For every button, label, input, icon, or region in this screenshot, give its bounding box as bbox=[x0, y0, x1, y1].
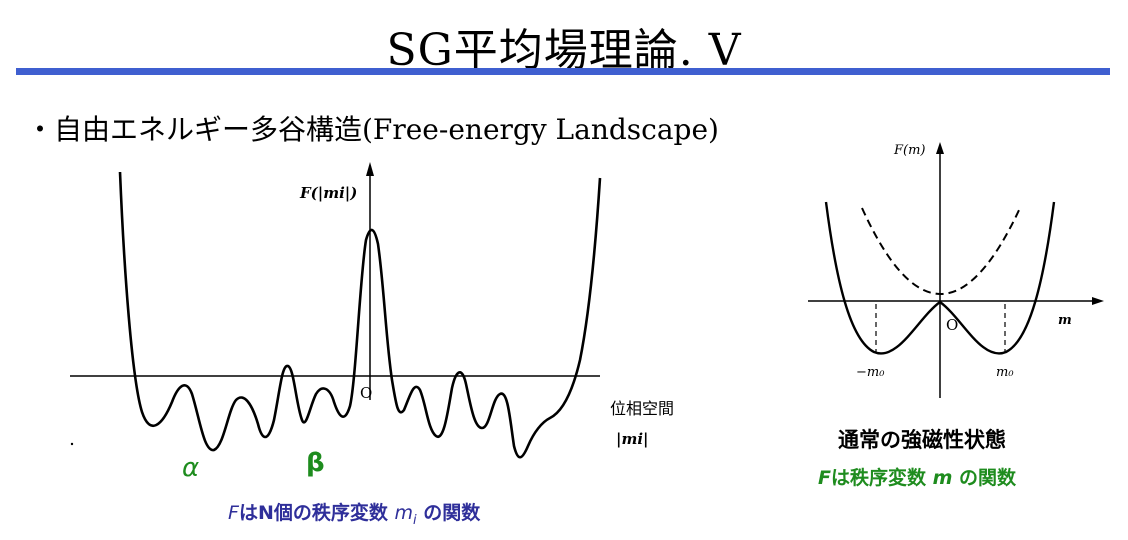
left-caption-F: F bbox=[228, 502, 239, 524]
left-caption-sub: i bbox=[412, 512, 417, 528]
title-underline bbox=[16, 68, 1110, 75]
left-caption: FはN個の秩序変数 mi の関数 bbox=[228, 498, 480, 528]
right-caption-tail: の関数 bbox=[952, 467, 1017, 489]
right-x-axis-label: m bbox=[1058, 313, 1072, 328]
slide-title: SG平均場理論. V bbox=[386, 25, 742, 76]
left-origin-label: O bbox=[360, 384, 372, 402]
right-caption-main: は秩序変数 bbox=[830, 467, 933, 489]
left-y-arrow bbox=[366, 162, 374, 176]
phase-space-label: 位相空間 bbox=[610, 399, 674, 418]
right-origin-label: O bbox=[946, 316, 958, 334]
beta-label: β bbox=[306, 448, 325, 478]
left-y-axis-label: F(|mi|) bbox=[299, 184, 357, 202]
ferromagnet-diagram: F(m) O m −m₀ m₀ bbox=[808, 142, 1104, 398]
bullet-text: ・自由エネルギー多谷構造(Free-energy Landscape) bbox=[26, 113, 719, 146]
alpha-label: α bbox=[182, 453, 200, 483]
pos-min-label: m₀ bbox=[996, 365, 1014, 380]
right-y-axis-label: F(m) bbox=[893, 143, 926, 158]
right-y-arrow bbox=[936, 142, 944, 154]
right-caption-F: F bbox=[818, 467, 831, 489]
paramagnetic-curve bbox=[861, 207, 1021, 295]
right-caption: Fは秩序変数 m の関数 bbox=[818, 463, 1016, 490]
free-energy-curve bbox=[118, 171, 602, 459]
left-caption-tail: の関数 bbox=[416, 502, 481, 524]
neg-min-label: −m₀ bbox=[856, 365, 885, 380]
right-x-arrow bbox=[1092, 297, 1104, 305]
ferromagnet-state-label: 通常の強磁性状態 bbox=[838, 428, 1006, 452]
left-caption-main: はN個の秩序変数 bbox=[238, 502, 395, 524]
double-well-curve bbox=[824, 201, 1056, 355]
multi-valley-diagram: F(|mi|) O 位相空間 |mi| bbox=[70, 162, 674, 459]
right-caption-var: m bbox=[932, 467, 953, 489]
phase-space-var-label: |mi| bbox=[616, 430, 648, 448]
left-caption-var: m bbox=[394, 502, 413, 524]
stray-dot bbox=[70, 442, 74, 446]
